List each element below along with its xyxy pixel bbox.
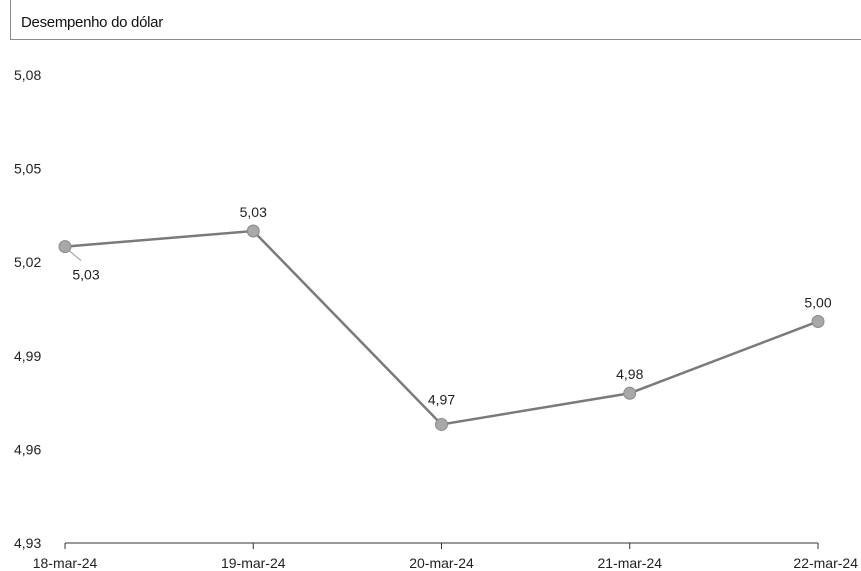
chart-title: Desempenho do dólar [21, 14, 163, 31]
x-tick-label: 19-mar-24 [221, 555, 286, 571]
y-tick-label: 5,02 [14, 254, 41, 270]
y-tick-label: 4,99 [14, 348, 41, 364]
chart-header: Desempenho do dólar [10, 0, 861, 40]
data-point[interactable] [246, 224, 260, 238]
data-label: 5,03 [72, 267, 99, 283]
data-label: 5,00 [804, 294, 831, 310]
data-point[interactable] [623, 386, 637, 400]
data-point[interactable] [435, 417, 448, 431]
x-tick-label: 22-mar-24 [793, 555, 858, 571]
x-tick-label: 21-mar-24 [597, 555, 662, 571]
data-point[interactable] [811, 314, 825, 328]
data-label: 4,98 [616, 366, 643, 382]
data-label-leader [67, 249, 82, 261]
data-label: 4,97 [428, 391, 455, 407]
data-point[interactable] [58, 240, 72, 254]
x-tick-label: 20-mar-24 [409, 555, 474, 571]
x-tick-label: 18-mar-24 [33, 555, 98, 571]
y-tick-label: 4,96 [14, 441, 41, 457]
y-tick-label: 5,08 [14, 67, 41, 83]
y-tick-label: 4,93 [14, 535, 41, 551]
y-tick-label: 5,05 [14, 161, 41, 177]
data-label: 5,03 [240, 204, 267, 220]
